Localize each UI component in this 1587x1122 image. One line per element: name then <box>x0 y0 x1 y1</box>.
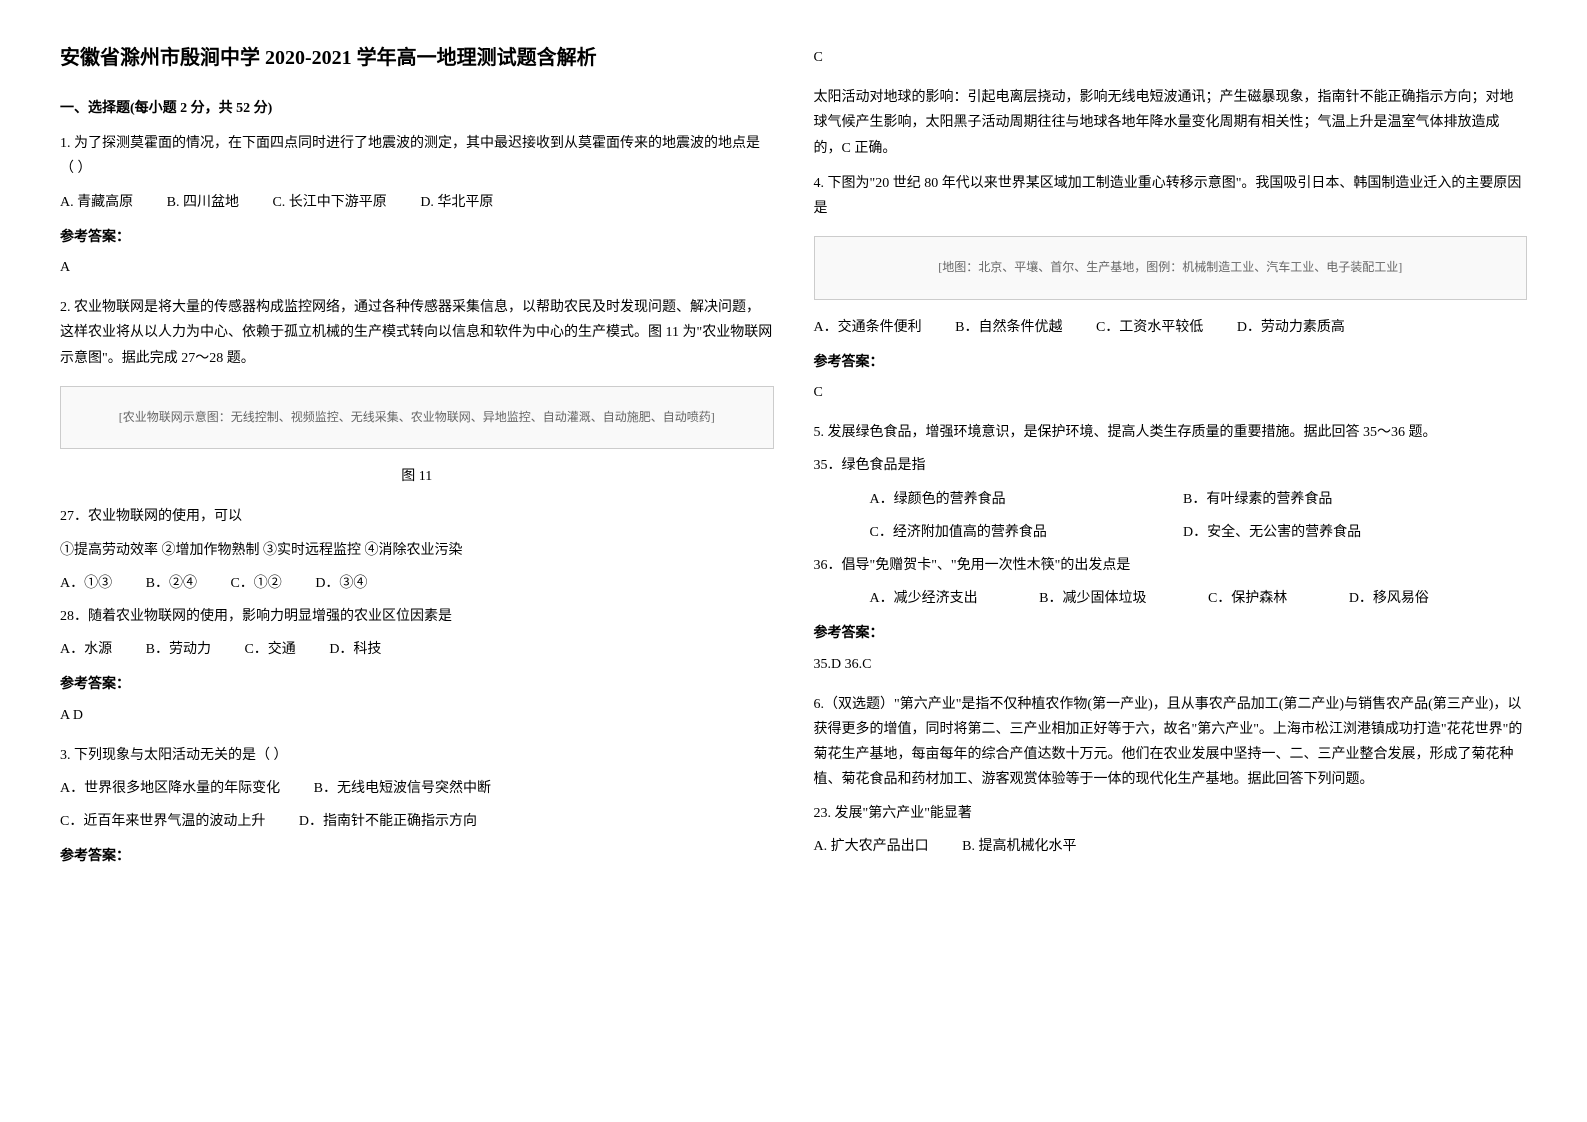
options-row: A．世界很多地区降水量的年际变化 B．无线电短波信号突然中断 <box>60 776 774 801</box>
question-3: 3. 下列现象与太阳活动无关的是（ ） A．世界很多地区降水量的年际变化 B．无… <box>60 743 774 870</box>
option-a: A．水源 <box>60 637 112 662</box>
sub-options: ①提高劳动效率 ②增加作物熟制 ③实时远程监控 ④消除农业污染 <box>60 538 774 563</box>
options-row: C．经济附加值高的营养食品 D．安全、无公害的营养食品 <box>814 520 1528 545</box>
option-c: C．保护森林 <box>1180 586 1287 611</box>
question-text: 1. 为了探测莫霍面的情况，在下面四点同时进行了地震波的测定，其中最迟接收到从莫… <box>60 131 774 181</box>
answer-text: A D <box>60 703 774 728</box>
answer-text: C <box>814 380 1528 405</box>
answer-text: C <box>814 45 1528 70</box>
question-5: 5. 发展绿色食品，增强环境意识，是保护环境、提高人类生存质量的重要措施。据此回… <box>814 420 1528 677</box>
answer-label: 参考答案： <box>814 621 1528 646</box>
option-a: A. 扩大农产品出口 <box>814 834 929 859</box>
sub-question-28: 28．随着农业物联网的使用，影响力明显增强的农业区位因素是 <box>60 604 774 629</box>
question-text: 5. 发展绿色食品，增强环境意识，是保护环境、提高人类生存质量的重要措施。据此回… <box>814 420 1528 445</box>
answer-text: 35.D 36.C <box>814 652 1528 677</box>
answer-label: 参考答案： <box>60 672 774 697</box>
document-title: 安徽省滁州市殷涧中学 2020-2021 学年高一地理测试题含解析 <box>60 40 774 76</box>
option-c: C. 长江中下游平原 <box>272 190 386 215</box>
question-text: 6.（双选题）"第六产业"是指不仅种植农作物(第一产业)，且从事农产品加工(第二… <box>814 692 1528 793</box>
figure-caption: 图 11 <box>60 464 774 489</box>
figure-map: [地图：北京、平壤、首尔、生产基地，图例：机械制造工业、汽车工业、电子装配工业] <box>814 236 1528 300</box>
options-row: A．绿颜色的营养食品 B．有叶绿素的营养食品 <box>814 487 1528 512</box>
option-c: C．经济附加值高的营养食品 <box>842 520 1122 545</box>
options-row: A．交通条件便利 B．自然条件优越 C．工资水平较低 D．劳动力素质高 <box>814 315 1528 340</box>
figure-diagram: [农业物联网示意图：无线控制、视频监控、无线采集、农业物联网、异地监控、自动灌溉… <box>60 386 774 450</box>
option-a: A．减少经济支出 <box>842 586 978 611</box>
option-b: B．有叶绿素的营养食品 <box>1155 487 1332 512</box>
option-b: B．无线电短波信号突然中断 <box>314 776 491 801</box>
option-b: B. 四川盆地 <box>167 190 239 215</box>
section-header: 一、选择题(每小题 2 分，共 52 分) <box>60 96 774 121</box>
option-a: A．①③ <box>60 571 112 596</box>
options-row: A．减少经济支出 B．减少固体垃圾 C．保护森林 D．移风易俗 <box>814 586 1528 611</box>
option-d: D．移风易俗 <box>1321 586 1429 611</box>
options-row: A. 扩大农产品出口 B. 提高机械化水平 <box>814 834 1528 859</box>
answer-text: A <box>60 255 774 280</box>
sub-question-35: 35．绿色食品是指 <box>814 453 1528 478</box>
option-b: B．劳动力 <box>146 637 211 662</box>
option-c: C．交通 <box>244 637 295 662</box>
options-row: A. 青藏高原 B. 四川盆地 C. 长江中下游平原 D. 华北平原 <box>60 190 774 215</box>
option-a: A．世界很多地区降水量的年际变化 <box>60 776 280 801</box>
options-row: C．近百年来世界气温的波动上升 D．指南针不能正确指示方向 <box>60 809 774 834</box>
right-column: C 太阳活动对地球的影响：引起电离层挠动，影响无线电短波通讯；产生磁暴现象，指南… <box>814 40 1528 880</box>
question-6: 6.（双选题）"第六产业"是指不仅种植农作物(第一产业)，且从事农产品加工(第二… <box>814 692 1528 859</box>
answer-label: 参考答案： <box>60 844 774 869</box>
sub-question-27: 27．农业物联网的使用，可以 <box>60 504 774 529</box>
answer-label: 参考答案： <box>60 225 774 250</box>
option-c: C．工资水平较低 <box>1096 315 1203 340</box>
left-column: 安徽省滁州市殷涧中学 2020-2021 学年高一地理测试题含解析 一、选择题(… <box>60 40 774 880</box>
sub-question-36: 36．倡导"免赠贺卡"、"免用一次性木筷"的出发点是 <box>814 553 1528 578</box>
option-b: B．自然条件优越 <box>955 315 1062 340</box>
option-a: A．交通条件便利 <box>814 315 922 340</box>
options-row: A．①③ B．②④ C．①② D．③④ <box>60 571 774 596</box>
answer-label: 参考答案： <box>814 350 1528 375</box>
explanation-text: 太阳活动对地球的影响：引起电离层挠动，影响无线电短波通讯；产生磁暴现象，指南针不… <box>814 85 1528 161</box>
option-b: B．②④ <box>146 571 197 596</box>
question-text: 4. 下图为"20 世纪 80 年代以来世界某区域加工制造业重心转移示意图"。我… <box>814 171 1528 221</box>
option-c: C．①② <box>230 571 281 596</box>
option-d: D．科技 <box>329 637 381 662</box>
options-row: A．水源 B．劳动力 C．交通 D．科技 <box>60 637 774 662</box>
option-d: D．劳动力素质高 <box>1237 315 1345 340</box>
question-text: 3. 下列现象与太阳活动无关的是（ ） <box>60 743 774 768</box>
option-d: D．安全、无公害的营养食品 <box>1155 520 1361 545</box>
option-d: D．③④ <box>315 571 367 596</box>
option-d: D．指南针不能正确指示方向 <box>299 809 477 834</box>
option-b: B. 提高机械化水平 <box>962 834 1076 859</box>
question-text: 2. 农业物联网是将大量的传感器构成监控网络，通过各种传感器采集信息，以帮助农民… <box>60 295 774 371</box>
sub-question-23: 23. 发展"第六产业"能显著 <box>814 801 1528 826</box>
question-2: 2. 农业物联网是将大量的传感器构成监控网络，通过各种传感器采集信息，以帮助农民… <box>60 295 774 728</box>
option-d: D. 华北平原 <box>420 190 493 215</box>
question-1: 1. 为了探测莫霍面的情况，在下面四点同时进行了地震波的测定，其中最迟接收到从莫… <box>60 131 774 280</box>
option-a: A. 青藏高原 <box>60 190 133 215</box>
option-b: B．减少固体垃圾 <box>1011 586 1146 611</box>
option-a: A．绿颜色的营养食品 <box>842 487 1122 512</box>
question-4: 4. 下图为"20 世纪 80 年代以来世界某区域加工制造业重心转移示意图"。我… <box>814 171 1528 406</box>
option-c: C．近百年来世界气温的波动上升 <box>60 809 265 834</box>
